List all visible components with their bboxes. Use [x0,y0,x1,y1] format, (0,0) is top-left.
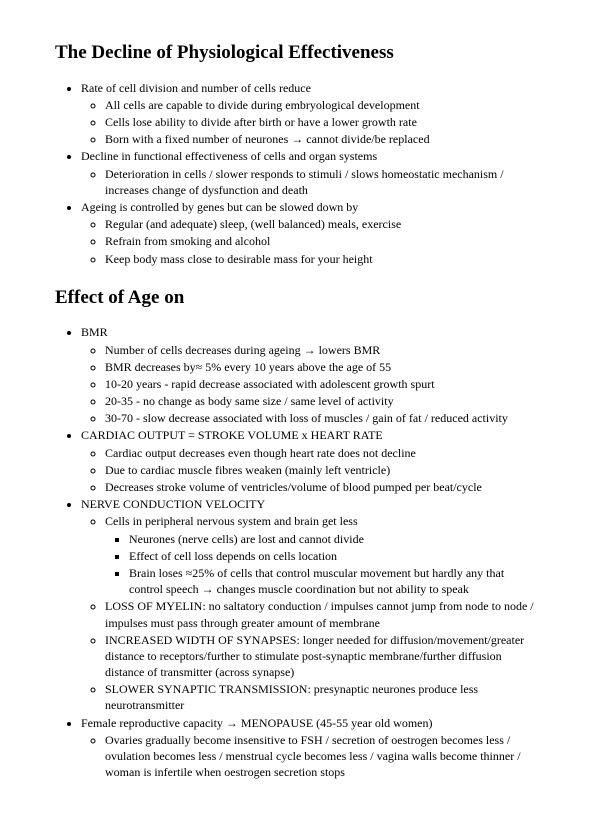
list-item: Born with a fixed number of neurones → c… [105,131,535,147]
item-text: NERVE CONDUCTION VELOCITY [81,497,265,511]
list-item: Cells lose ability to divide after birth… [105,114,535,130]
sub-list: Cardiac output decreases even though hea… [81,445,535,496]
list-item: Keep body mass close to desirable mass f… [105,251,535,267]
item-text: Female reproductive capacity → MENOPAUSE… [81,716,432,730]
list-item: Deterioration in cells / slower responds… [105,166,535,198]
item-text: Rate of cell division and number of cell… [81,81,311,95]
list-item: Number of cells decreases during ageing … [105,342,535,358]
list-item: Ageing is controlled by genes but can be… [81,199,535,267]
list-item: Cardiac output decreases even though hea… [105,445,535,461]
item-text: Cells in peripheral nervous system and b… [105,514,358,528]
list-item: NERVE CONDUCTION VELOCITY Cells in perip… [81,496,535,713]
list-item: Neurones (nerve cells) are lost and cann… [129,531,535,547]
list-item: Regular (and adequate) sleep, (well bala… [105,216,535,232]
section-1-list: Rate of cell division and number of cell… [55,80,535,267]
list-item: Decreases stroke volume of ventricles/vo… [105,479,535,495]
heading-decline: The Decline of Physiological Effectivene… [55,40,535,66]
list-item: Refrain from smoking and alcohol [105,233,535,249]
sub-list: Number of cells decreases during ageing … [81,342,535,427]
sub-list: Cells in peripheral nervous system and b… [81,513,535,713]
list-item: 30-70 - slow decrease associated with lo… [105,410,535,426]
sub-list: All cells are capable to divide during e… [81,97,535,148]
list-item: Female reproductive capacity → MENOPAUSE… [81,715,535,781]
list-item: SLOWER SYNAPTIC TRANSMISSION: presynapti… [105,681,535,713]
sub-sub-list: Neurones (nerve cells) are lost and cann… [105,531,535,598]
list-item: All cells are capable to divide during e… [105,97,535,113]
list-item: Effect of cell loss depends on cells loc… [129,548,535,564]
heading-effect-of-age: Effect of Age on [55,285,535,311]
item-text: Ageing is controlled by genes but can be… [81,200,358,214]
sub-list: Ovaries gradually become insensitive to … [81,732,535,781]
list-item: Ovaries gradually become insensitive to … [105,732,535,781]
list-item: 10-20 years - rapid decrease associated … [105,376,535,392]
list-item: Cells in peripheral nervous system and b… [105,513,535,597]
sub-list: Regular (and adequate) sleep, (well bala… [81,216,535,267]
list-item: Brain loses ≈25% of cells that control m… [129,565,535,597]
sub-list: Deterioration in cells / slower responds… [81,166,535,198]
list-item: Decline in functional effectiveness of c… [81,148,535,198]
list-item: BMR Number of cells decreases during age… [81,324,535,426]
item-text: BMR [81,325,108,339]
list-item: Rate of cell division and number of cell… [81,80,535,148]
list-item: 20-35 - no change as body same size / sa… [105,393,535,409]
list-item: CARDIAC OUTPUT = STROKE VOLUME x HEART R… [81,427,535,495]
list-item: BMR decreases by≈ 5% every 10 years abov… [105,359,535,375]
list-item: Due to cardiac muscle fibres weaken (mai… [105,462,535,478]
list-item: INCREASED WIDTH OF SYNAPSES: longer need… [105,632,535,681]
list-item: LOSS OF MYELIN: no saltatory conduction … [105,598,535,630]
section-2-list: BMR Number of cells decreases during age… [55,324,535,780]
item-text: Decline in functional effectiveness of c… [81,149,377,163]
item-text: CARDIAC OUTPUT = STROKE VOLUME x HEART R… [81,428,383,442]
